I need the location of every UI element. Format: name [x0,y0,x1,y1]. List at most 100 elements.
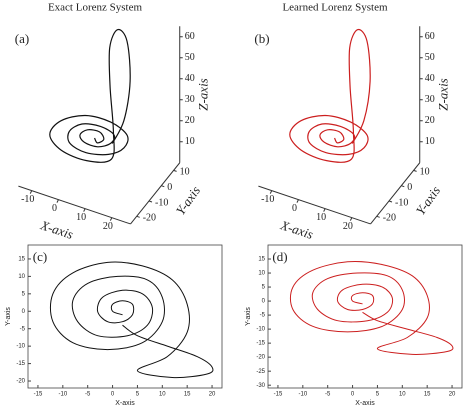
z-axis-label: Z-axis [196,78,211,111]
z-tick-label: 50 [425,52,435,63]
x-tick-label: 5 [376,392,380,398]
y-tick-label: 10 [420,167,430,178]
x-tick-label: 20 [209,392,216,398]
x-tick-label: -15 [34,392,43,398]
y-tick-label: -5 [260,313,266,319]
y-tick-label: -5 [20,326,26,332]
y-tick [161,185,165,188]
x-tick-label: 10 [159,392,166,398]
x-axis-label: X-axis [278,217,315,242]
y-axis-label: Y-axis [5,307,12,326]
x-tick [109,217,113,221]
z-tick-label: 40 [185,73,195,84]
x-tick-label: -10 [21,194,34,205]
x-tick [269,190,273,194]
y-tick-label: 0 [167,182,172,193]
y-tick-label: 15 [18,257,25,263]
trajectory [49,28,131,163]
y-axis-label: Y-axis [413,183,443,217]
x-axis-label: X-axis [355,400,375,407]
z-tick-label: 60 [425,31,435,42]
x-tick-label: 20 [343,221,353,232]
y-tick-label: -15 [256,341,265,347]
y-tick-label: -10 [16,344,25,350]
trajectory [49,261,214,379]
x-axis-line [18,185,131,225]
x-tick-label: 20 [103,221,113,232]
y-tick-label: -25 [256,369,265,375]
y-tick [413,169,417,172]
y-tick-label: -10 [155,197,168,208]
y-tick-label: 10 [18,274,25,280]
x-tick-label: 15 [424,392,431,398]
z-tick-label: 60 [185,31,195,42]
plot-frame [27,244,223,389]
y-tick-label: -20 [383,213,396,224]
x-tick-label: -10 [261,194,274,205]
x-tick-label: 15 [184,392,191,398]
y-tick-label: 0 [407,182,412,193]
plot-frame [267,244,463,389]
z-tick-label: 20 [425,115,435,126]
x-tick-label: 10 [399,392,406,398]
z-tick-label: 40 [425,73,435,84]
trajectory [289,28,371,163]
y-tick [136,215,140,218]
y-tick [173,169,177,172]
x-tick-label: -5 [325,392,331,398]
x-tick [323,208,326,212]
x-tick [83,208,86,212]
x-tick-label: 0 [52,203,57,214]
panel-label: (a) [15,31,29,46]
y-tick [148,200,153,203]
y-tick-label: -10 [395,197,408,208]
y-axis-line [130,162,181,225]
y-tick [376,215,380,218]
y-tick [388,200,393,203]
x-axis-label: X-axis [38,217,75,242]
x-tick-label: 10 [76,212,86,223]
panel-label: (c) [33,249,47,264]
x-tick-label: 0 [351,392,355,398]
x-axis-label: X-axis [115,400,135,407]
x-tick-label: -10 [58,392,67,398]
chart-title: Exact Lorenz System [48,2,143,14]
z-tick-label: 10 [425,136,435,147]
x-axis-line [258,185,371,225]
y-tick-label: 10 [258,271,265,277]
y-tick-label: -10 [256,327,265,333]
z-tick-label: 30 [425,94,435,105]
x-tick [29,190,33,194]
panel-label: (d) [272,249,287,264]
z-tick-label: 50 [185,52,195,63]
x-tick-label: -15 [274,392,283,398]
y-tick-label: 10 [180,167,190,178]
y-tick-label: -20 [143,213,156,224]
z-tick-label: 20 [185,115,195,126]
x-tick-label: -10 [298,392,307,398]
panel-label: (b) [254,31,269,46]
x-tick [296,199,299,203]
y-axis-label: Y-axis [173,183,203,217]
x-tick-label: 10 [316,212,326,223]
y-tick-label: -15 [16,361,25,367]
x-tick [349,217,353,221]
y-axis-line [370,162,421,225]
y-tick-label: 5 [262,285,266,291]
z-axis-label: Z-axis [436,78,451,111]
y-tick-label: -20 [256,355,265,361]
x-tick [56,199,59,203]
y-tick [401,185,405,188]
z-tick-label: 10 [185,136,195,147]
x-tick-label: 20 [449,392,456,398]
y-tick-label: 0 [262,299,266,305]
x-tick-label: 5 [136,392,140,398]
trajectory [289,261,454,355]
x-tick-label: 0 [292,203,297,214]
z-tick-label: 30 [185,94,195,105]
y-tick-label: 0 [22,309,26,315]
y-tick-label: 5 [22,291,26,297]
y-tick-label: 15 [258,257,265,263]
y-axis-label: Y-axis [245,307,252,326]
